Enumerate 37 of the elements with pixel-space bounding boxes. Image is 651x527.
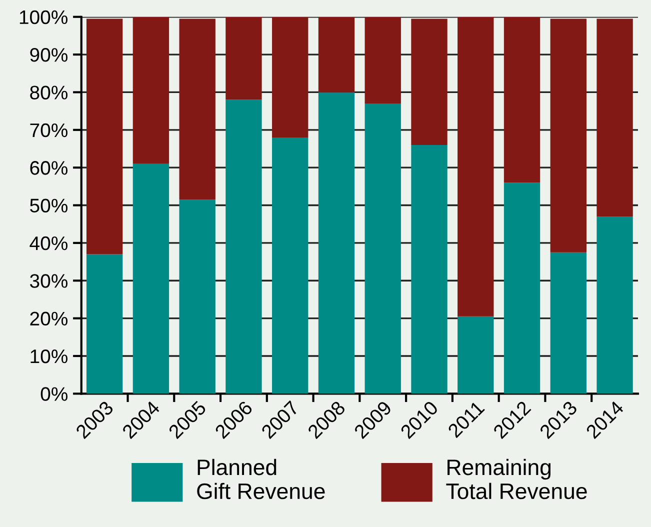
bar [272,16,308,138]
bar [364,104,401,394]
bar [86,18,123,254]
bar [132,16,170,164]
bar [226,100,262,394]
y-tick-label: 0% [40,387,68,401]
bar [226,16,262,100]
bar [318,92,355,394]
bar [596,18,633,217]
y-tick-label: 70% [30,123,68,138]
bar [458,316,494,394]
bar [132,164,170,394]
bar [458,16,494,316]
bar [411,18,448,145]
bar [86,254,123,394]
y-tick-label: 20% [30,312,68,326]
bar [550,18,586,252]
bar [179,200,216,394]
bar [179,18,216,200]
bar [596,216,633,394]
bar [318,16,355,92]
bar [504,182,540,394]
bar [272,137,308,394]
bar [364,16,401,104]
legend-label: Planned Gift Revenue [197,458,325,500]
legend-label: Remaining Total Revenue [446,458,587,500]
y-tick-label: 90% [30,48,68,62]
y-tick-label: 10% [30,349,68,364]
bar [504,16,540,183]
y-tick-label: 60% [30,161,68,175]
y-tick-label: 40% [30,236,68,250]
y-tick-label: 50% [30,198,68,213]
y-tick-label: 30% [30,274,68,288]
y-tick-label: 80% [30,86,68,100]
bar [411,144,448,394]
bar [550,252,586,394]
y-tick-label: 100% [20,10,68,24]
